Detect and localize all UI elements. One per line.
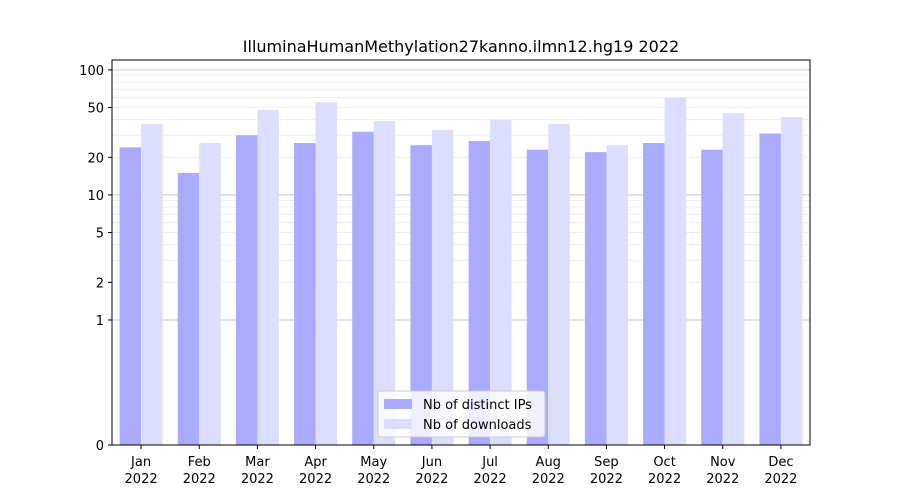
bar-downloads [141, 123, 163, 445]
bar-distinct-ips [526, 149, 549, 446]
x-tick-label-month: Mar [245, 455, 270, 470]
bar-downloads [780, 117, 803, 445]
grid-lines [112, 69, 810, 321]
bars [119, 97, 803, 446]
y-tick-label: 5 [96, 227, 104, 242]
x-tick-label-year: 2022 [764, 472, 797, 487]
legend-swatch [384, 419, 412, 429]
bar-distinct-ips [759, 133, 781, 445]
bar-downloads [315, 102, 338, 445]
legend-swatch [384, 399, 412, 409]
bar-downloads [548, 123, 570, 445]
x-tick-label-year: 2022 [357, 472, 390, 487]
bar-downloads [664, 97, 687, 445]
x-tick-label-year: 2022 [241, 472, 274, 487]
x-tick-label-month: Nov [710, 455, 736, 470]
bar-distinct-ips [468, 140, 491, 445]
bar-downloads [199, 143, 221, 445]
x-tick-label-month: May [360, 455, 387, 470]
x-tick-label-month: Jul [481, 455, 498, 470]
x-tick-label-month: Dec [768, 455, 793, 470]
x-tick-label-month: Apr [304, 455, 327, 470]
bar-distinct-ips [177, 172, 200, 445]
x-tick-label-month: Feb [188, 455, 211, 470]
x-tick-label-month: Jan [130, 455, 151, 470]
legend-label: Nb of distinct IPs [423, 398, 532, 413]
bar-downloads [373, 121, 396, 446]
bar-distinct-ips [235, 135, 258, 445]
x-tick-label-month: Sep [594, 455, 619, 470]
x-tick-label-year: 2022 [532, 472, 565, 487]
bar-downloads [490, 119, 512, 446]
legend-box [377, 390, 546, 438]
y-tick-label: 10 [87, 189, 104, 204]
bar-downloads [431, 130, 454, 445]
y-axis: 0 1 2 5 10 20 50 100 [79, 64, 112, 454]
plot-frame [111, 59, 811, 446]
x-tick-label-month: Jun [421, 455, 442, 470]
bar-distinct-ips [584, 152, 607, 445]
x-tick-label-year: 2022 [590, 472, 623, 487]
x-tick-label-year: 2022 [183, 472, 216, 487]
x-tick-label-year: 2022 [706, 472, 739, 487]
bar-distinct-ips [410, 145, 432, 445]
x-axis: Jan 2022 Feb 2022 Mar 2022 Apr 2022 May 2022 Jun 20… [125, 445, 797, 487]
bar-distinct-ips [352, 131, 374, 445]
y-tick-label: 20 [87, 151, 104, 166]
x-tick-label-year: 2022 [415, 472, 448, 487]
legend: Nb of distinct IPs Nb of downloads [377, 390, 546, 438]
y-tick-label: 50 [87, 102, 104, 117]
x-tick-label-year: 2022 [125, 472, 158, 487]
y-tick-label: 1 [96, 314, 104, 329]
x-tick-label-year: 2022 [299, 472, 332, 487]
bar-distinct-ips [701, 149, 723, 446]
bar-downloads [257, 109, 279, 445]
bar-distinct-ips [119, 147, 142, 446]
x-tick-label-year: 2022 [648, 472, 681, 487]
x-tick-label-month: Oct [653, 455, 675, 470]
x-tick-label-year: 2022 [474, 472, 507, 487]
bar-distinct-ips [294, 143, 316, 445]
y-tick-label: 100 [79, 64, 104, 79]
chart-title: IlluminaHumanMethylation27kanno.ilmn12.h… [243, 37, 679, 56]
bar-distinct-ips [643, 143, 665, 445]
y-tick-label: 0 [96, 439, 104, 454]
legend-label: Nb of downloads [423, 418, 532, 433]
bar-downloads [722, 113, 745, 445]
y-tick-label: 2 [96, 276, 104, 291]
x-tick-label-month: Aug [536, 455, 561, 470]
bar-downloads [606, 145, 628, 445]
